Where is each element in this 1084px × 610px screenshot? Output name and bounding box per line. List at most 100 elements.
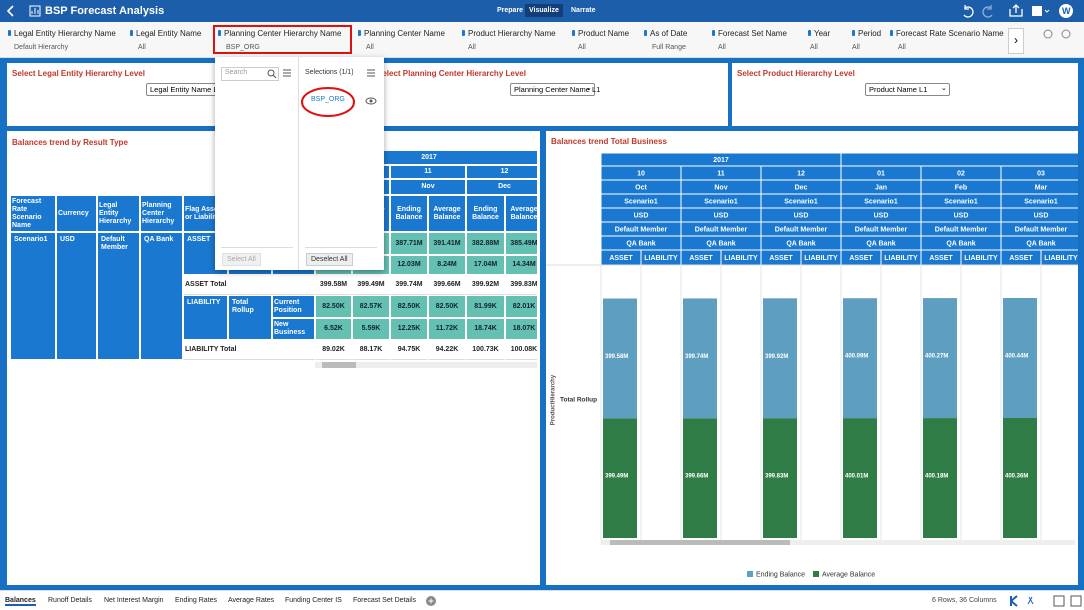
highlight-ellipse: [301, 87, 355, 117]
filter-label[interactable]: Year: [814, 29, 831, 38]
undo-icon[interactable]: [963, 5, 974, 18]
header-label: 03: [1037, 170, 1045, 177]
header-label: Scenario1: [864, 198, 898, 205]
sheet-tab[interactable]: Runoff Details: [48, 597, 92, 604]
table-cell: 100.08K: [505, 340, 537, 360]
table-cell: LIABILITY Total: [183, 340, 315, 360]
table-cell: Dec: [466, 179, 537, 195]
avatar[interactable]: [1059, 4, 1073, 18]
table-cell: Nov: [390, 179, 466, 195]
value-label: 399.92M: [765, 354, 788, 360]
header-label: Jan: [875, 184, 887, 191]
sheet-tab[interactable]: Average Rates: [228, 597, 275, 604]
filter-label[interactable]: Planning Center Name: [364, 29, 445, 38]
scrollbar-thumb: [610, 540, 790, 545]
filter-label[interactable]: Period: [858, 29, 882, 38]
header-label: Feb: [955, 184, 967, 191]
header-label: QA Bank: [786, 240, 815, 247]
mode-tab[interactable]: Prepare: [497, 7, 524, 14]
value-label: 399.83M: [765, 474, 788, 480]
table-cell: 11.72K: [428, 318, 466, 340]
bar-segment: [603, 298, 637, 419]
add-tab[interactable]: [423, 593, 439, 609]
selections-menu[interactable]: [365, 67, 377, 79]
sheet-tab[interactable]: Funding Center IS: [285, 597, 342, 604]
filter-value[interactable]: All: [578, 44, 586, 51]
selector-title: Select Product Hierarchy Level: [737, 69, 855, 78]
table-cell: 88.17K: [352, 340, 390, 360]
header-label: 02: [957, 170, 965, 177]
export-icon[interactable]: [1009, 4, 1023, 17]
sheet-tab[interactable]: Ending Rates: [175, 597, 218, 604]
scrollbar: [601, 540, 1075, 545]
filter-label[interactable]: Planning Center Hierarchy Name: [224, 29, 342, 38]
selector-dropdown[interactable]: Legal Entity Name L1: [146, 83, 231, 96]
header-label: LIABILITY: [884, 255, 918, 262]
deselect-all-button[interactable]: Deselect All: [306, 253, 353, 266]
value-label: 399.74M: [685, 354, 708, 360]
filter-value[interactable]: All: [898, 44, 906, 51]
table-cell: 12.03M: [390, 255, 428, 275]
filter-label[interactable]: Legal Entity Hierarchy Name: [14, 29, 116, 38]
sheet-tab[interactable]: Balances: [5, 597, 36, 606]
filter-value[interactable]: All: [138, 44, 146, 51]
filter-value[interactable]: Full Range: [652, 44, 686, 51]
filter-pin: [644, 30, 647, 36]
selector-dropdown[interactable]: Planning Center Name L1: [510, 83, 600, 96]
header-label: Oct: [635, 184, 647, 191]
filter-pin: [218, 30, 221, 36]
selected-item[interactable]: BSP_ORG: [311, 96, 345, 103]
filter-value[interactable]: All: [852, 44, 860, 51]
filter-scroll-right[interactable]: ›: [1008, 28, 1024, 54]
filter-label[interactable]: Legal Entity Name: [136, 29, 202, 38]
filter-pin: [712, 30, 715, 36]
app-title: BSP Forecast Analysis: [45, 5, 165, 17]
value-label: 400.18M: [925, 474, 948, 480]
filter-value[interactable]: All: [366, 44, 374, 51]
sheet-tab[interactable]: Net Interest Margin: [104, 597, 164, 604]
table-cell: 391.41M: [428, 232, 466, 255]
table-cell: 385.49M: [505, 232, 537, 255]
filter-label[interactable]: Forecast Set Name: [718, 29, 787, 38]
header-label: Default Member: [855, 226, 908, 233]
filter-value[interactable]: All: [718, 44, 726, 51]
header-label: ASSET: [929, 255, 953, 262]
header-label: ASSET: [769, 255, 793, 262]
filter-value[interactable]: All: [468, 44, 476, 51]
selector-dropdown[interactable]: Product Name L1: [865, 83, 950, 96]
filter-label[interactable]: As of Date: [650, 29, 688, 38]
mode-tab[interactable]: Visualize: [525, 4, 563, 17]
table-cell: Current Position: [272, 295, 315, 318]
select-all-button[interactable]: Select All: [222, 253, 261, 266]
table-cell: Average Balance: [428, 195, 466, 232]
filter-value[interactable]: Default Hierarchy: [14, 44, 69, 51]
table-cell: 82.01K: [505, 295, 537, 318]
header-label: Scenario1: [944, 198, 978, 205]
eye-icon[interactable]: [364, 96, 378, 106]
header-label: USD: [874, 212, 889, 219]
header-label: LIABILITY: [724, 255, 758, 262]
table-cell: 382.88M: [466, 232, 505, 255]
search-box[interactable]: [221, 67, 279, 81]
header-label: USD: [714, 212, 729, 219]
back-button[interactable]: [0, 0, 22, 22]
redo-icon[interactable]: [982, 5, 993, 18]
search-placeholder: Search: [225, 69, 248, 76]
filter-label[interactable]: Forecast Rate Scenario Name: [896, 29, 1004, 38]
filter-value[interactable]: All: [810, 44, 818, 51]
mode-tab[interactable]: Narrate: [571, 7, 596, 14]
bar-segment: [603, 418, 637, 538]
table-cell: 11: [390, 165, 466, 179]
filter-label[interactable]: Product Name: [578, 29, 630, 38]
bar-segment: [1003, 418, 1037, 538]
header-label: Dec: [795, 184, 808, 191]
header-label: LIABILITY: [804, 255, 838, 262]
table-cell: ASSET Total: [183, 275, 315, 295]
save-icon[interactable]: [1032, 6, 1042, 16]
filter-value[interactable]: BSP_ORG: [226, 44, 260, 51]
sheet-tab[interactable]: Forecast Set Details: [353, 597, 417, 604]
table-cell: LIABILITY: [183, 295, 228, 340]
bar-segment: [1003, 298, 1037, 419]
filter-popup: Search Selections (1/1) BSP_ORG Select A…: [215, 57, 384, 270]
filter-label[interactable]: Product Hierarchy Name: [468, 29, 556, 38]
